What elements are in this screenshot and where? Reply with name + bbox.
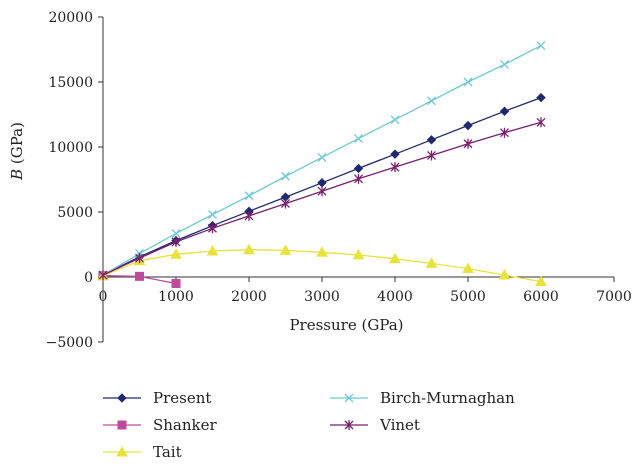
data-point-tait <box>425 257 438 268</box>
data-point-birch-murnaghan <box>536 41 546 51</box>
data-point-present <box>536 92 546 103</box>
data-point-vinet <box>317 186 327 197</box>
x-axis-title: Pressure (GPa) <box>289 316 403 334</box>
data-point-present <box>390 149 400 159</box>
data-point-birch-murnaghan <box>208 210 217 220</box>
data-point-shanker <box>171 279 181 288</box>
data-point-vinet <box>536 117 546 128</box>
legend-swatch-marker <box>117 420 127 430</box>
plot-area <box>97 41 547 288</box>
data-point-birch-murnaghan <box>354 134 363 144</box>
x-tick-label: 6000 <box>523 289 559 305</box>
legend-swatch-marker <box>344 393 354 403</box>
x-tick-label: 3000 <box>304 289 340 305</box>
data-point-present <box>353 163 364 174</box>
axes: −5000 0 5000 10000 15000 20000 0 1000 2000 3000 40… <box>8 10 632 351</box>
data-point-shanker <box>135 271 144 281</box>
legend-swatch-marker <box>116 445 128 457</box>
y-axis-title-symbol: B <box>8 169 26 181</box>
data-point-tait <box>389 252 401 264</box>
legend: Present Shanker Tait Birch-Murnaghan Vinet <box>103 389 515 461</box>
data-point-birch-murnaghan <box>171 228 181 238</box>
legend-swatch-marker <box>344 420 354 430</box>
data-point-vinet <box>463 138 473 149</box>
data-point-tait <box>498 269 511 280</box>
y-axis-title-unit: (GPa) <box>8 122 26 169</box>
y-tick-label: 20000 <box>48 10 93 26</box>
data-point-vinet <box>390 162 400 173</box>
series-birch-murnaghan <box>98 41 546 280</box>
data-point-birch-murnaghan <box>463 77 473 87</box>
data-point-tait <box>316 246 328 257</box>
data-point-tait <box>170 248 182 259</box>
data-point-vinet <box>135 253 144 264</box>
legend-label: Tait <box>153 443 182 461</box>
data-point-vinet <box>427 150 436 161</box>
legend-item-tait: Tait <box>103 443 182 461</box>
data-point-birch-murnaghan <box>317 152 327 162</box>
data-point-birch-murnaghan <box>390 115 400 125</box>
legend-item-present: Present <box>103 389 211 407</box>
legend-label: Shanker <box>153 416 218 434</box>
y-tick-label: −5000 <box>46 335 93 351</box>
series-vinet <box>98 117 546 281</box>
data-point-present <box>463 120 473 131</box>
data-point-birch-murnaghan <box>281 171 290 181</box>
series-shanker <box>98 271 181 288</box>
legend-item-vinet: Vinet <box>330 416 420 434</box>
data-point-vinet <box>244 210 254 221</box>
data-point-vinet <box>171 236 181 247</box>
data-point-tait <box>352 248 365 260</box>
data-point-birch-murnaghan <box>427 96 436 106</box>
x-tick-label: 1000 <box>158 289 194 305</box>
data-point-vinet <box>208 223 217 234</box>
x-tick-label: 2000 <box>231 289 267 305</box>
data-point-vinet <box>281 198 290 209</box>
data-point-present <box>499 106 510 116</box>
data-point-present <box>317 178 327 188</box>
legend-swatch-marker <box>117 393 127 403</box>
series-line-birch-murnaghan <box>102 45 542 276</box>
x-tick-label: 4000 <box>377 289 413 305</box>
y-tick-label: 10000 <box>48 140 93 156</box>
data-point-present <box>426 135 437 145</box>
y-tick-label: 0 <box>84 270 93 286</box>
data-point-vinet <box>500 127 509 138</box>
legend-item-shanker: Shanker <box>103 416 218 434</box>
data-point-birch-murnaghan <box>244 191 254 201</box>
y-axis-title: B (GPa) <box>8 122 26 181</box>
x-tick-label: 5000 <box>450 289 486 305</box>
legend-item-birch-murnaghan: Birch-Murnaghan <box>330 389 515 407</box>
x-tick-label: 7000 <box>596 289 632 305</box>
legend-label: Birch-Murnaghan <box>380 389 515 407</box>
data-point-tait <box>279 244 292 255</box>
data-point-tait <box>206 244 219 256</box>
x-tick-label: 0 <box>99 289 108 305</box>
data-point-vinet <box>98 270 108 281</box>
y-tick-label: 15000 <box>48 75 93 91</box>
data-point-tait <box>243 243 255 255</box>
y-tick-label: 5000 <box>57 205 93 221</box>
legend-label: Present <box>153 389 211 407</box>
legend-label: Vinet <box>379 416 420 434</box>
data-point-tait <box>535 275 547 287</box>
data-point-birch-murnaghan <box>500 59 509 69</box>
data-point-vinet <box>354 173 363 184</box>
data-point-tait <box>462 262 474 274</box>
